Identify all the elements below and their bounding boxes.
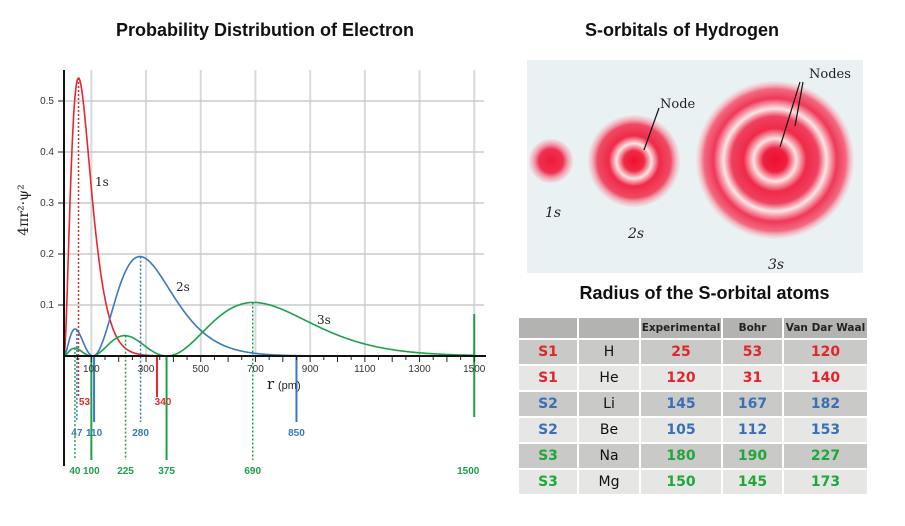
header-vdw: Van Dar Waal bbox=[782, 316, 869, 340]
header-element bbox=[577, 316, 641, 340]
cell-shell: S2 bbox=[517, 416, 579, 444]
series-label-3s: 3s bbox=[317, 313, 331, 327]
y-tick-label: 0.1 bbox=[40, 300, 54, 311]
series-label-2s: 2s bbox=[176, 280, 190, 294]
curve-3s bbox=[63, 301, 475, 357]
cell-bohr: 145 bbox=[721, 468, 784, 496]
cell-element: Li bbox=[577, 390, 641, 418]
y-tick-label: 0.4 bbox=[40, 147, 54, 158]
cell-element: Na bbox=[577, 442, 641, 470]
grid bbox=[64, 70, 484, 356]
orbitals-title: S-orbitals of Hydrogen bbox=[584, 20, 779, 40]
header-bohr: Bohr bbox=[721, 316, 784, 340]
y-axis-label: 4πr²·ψ² bbox=[16, 184, 32, 235]
cell-bohr: 167 bbox=[721, 390, 784, 418]
y-tick-label: 0.3 bbox=[40, 198, 54, 209]
header-shell bbox=[517, 316, 579, 340]
cell-bohr: 31 bbox=[721, 364, 784, 392]
y-tick-label: 0.2 bbox=[40, 249, 54, 260]
cell-shell: S3 bbox=[517, 442, 579, 470]
cell-experimental: 150 bbox=[639, 468, 723, 496]
cell-vdw: 227 bbox=[782, 442, 869, 470]
marker-label-340: 340 bbox=[155, 397, 172, 408]
cell-shell: S3 bbox=[517, 468, 579, 496]
marker-label-690: 690 bbox=[244, 466, 261, 477]
marker-label-225: 225 bbox=[117, 466, 134, 477]
cell-shell: S2 bbox=[517, 390, 579, 418]
cell-experimental: 105 bbox=[639, 416, 723, 444]
nodes-label: Nodes bbox=[809, 67, 851, 82]
x-tick-label: 100 bbox=[83, 364, 100, 375]
cell-vdw: 173 bbox=[782, 468, 869, 496]
axes: 100 300 500 700 900 1100 1300 1500 0.1 0.2 0.3 0.4 0… bbox=[40, 70, 486, 466]
cell-experimental: 120 bbox=[639, 364, 723, 392]
cell-vdw: 153 bbox=[782, 416, 869, 444]
marker-label-1500: 1500 bbox=[457, 466, 480, 477]
x-tick-label: 1100 bbox=[354, 364, 376, 375]
marker-label-53: 53 bbox=[79, 397, 91, 408]
cell-element: H bbox=[577, 338, 641, 366]
table-row: S1 H 25 53 120 bbox=[517, 338, 869, 366]
x-axis-unit: (pm) bbox=[278, 380, 301, 392]
orbital-1s bbox=[529, 139, 573, 183]
marker-label-47: 47 bbox=[71, 428, 83, 439]
orbital-label-1s: 1s bbox=[545, 205, 561, 221]
x-tick-label: 1300 bbox=[408, 364, 431, 375]
series-label-1s: 1s bbox=[95, 175, 109, 189]
table-row: S1 He 120 31 140 bbox=[517, 364, 869, 392]
table-header-row: Experimental Bohr Van Dar Waal bbox=[517, 316, 869, 340]
header-experimental: Experimental bbox=[639, 316, 723, 340]
x-tick-label: 300 bbox=[138, 364, 155, 375]
marker-label-110: 110 bbox=[86, 428, 103, 439]
curve-1s bbox=[63, 77, 475, 357]
cell-vdw: 120 bbox=[782, 338, 869, 366]
cell-element: He bbox=[577, 364, 641, 392]
cell-bohr: 53 bbox=[721, 338, 784, 366]
orbital-label-3s: 3s bbox=[768, 257, 784, 273]
x-tick-label: 700 bbox=[247, 364, 264, 375]
marker-label-375: 375 bbox=[158, 466, 175, 477]
table-row: S3 Mg 150 145 173 bbox=[517, 468, 869, 496]
table-row: S2 Be 105 112 153 bbox=[517, 416, 869, 444]
cell-bohr: 190 bbox=[721, 442, 784, 470]
cell-element: Mg bbox=[577, 468, 641, 496]
chart-title: Probability Distribution of Electron bbox=[115, 20, 414, 40]
s-orbitals-illustration: Node Nodes 1s 2s 3s bbox=[527, 60, 863, 273]
cell-experimental: 180 bbox=[639, 442, 723, 470]
cell-shell: S1 bbox=[517, 364, 579, 392]
radius-table: Experimental Bohr Van Dar Waal S1 H 25 53 12… bbox=[517, 316, 869, 496]
orbital-label-2s: 2s bbox=[627, 226, 644, 242]
cell-element: Be bbox=[577, 416, 641, 444]
cell-vdw: 182 bbox=[782, 390, 869, 418]
cell-experimental: 25 bbox=[639, 338, 723, 366]
y-tick-label: 0.5 bbox=[40, 96, 54, 107]
cell-experimental: 145 bbox=[639, 390, 723, 418]
x-tick-label: 900 bbox=[302, 364, 319, 375]
cell-vdw: 140 bbox=[782, 364, 869, 392]
cell-shell: S1 bbox=[517, 338, 579, 366]
marker-label-40: 40 bbox=[69, 466, 81, 477]
node-label: Node bbox=[660, 97, 696, 112]
table-row: S3 Na 180 190 227 bbox=[517, 442, 869, 470]
x-tick-label: 1500 bbox=[463, 364, 486, 375]
marker-label-100: 100 bbox=[83, 466, 100, 477]
table-title: Radius of the S-orbital atoms bbox=[579, 283, 830, 303]
curves bbox=[63, 77, 475, 357]
x-axis-label: r bbox=[267, 375, 275, 393]
orbital-3s bbox=[696, 81, 854, 239]
cell-bohr: 112 bbox=[721, 416, 784, 444]
marker-label-280: 280 bbox=[132, 428, 149, 439]
marker-label-850: 850 bbox=[288, 428, 305, 439]
x-tick-label: 500 bbox=[192, 364, 209, 375]
orbital-2s bbox=[588, 115, 680, 207]
table-row: S2 Li 145 167 182 bbox=[517, 390, 869, 418]
